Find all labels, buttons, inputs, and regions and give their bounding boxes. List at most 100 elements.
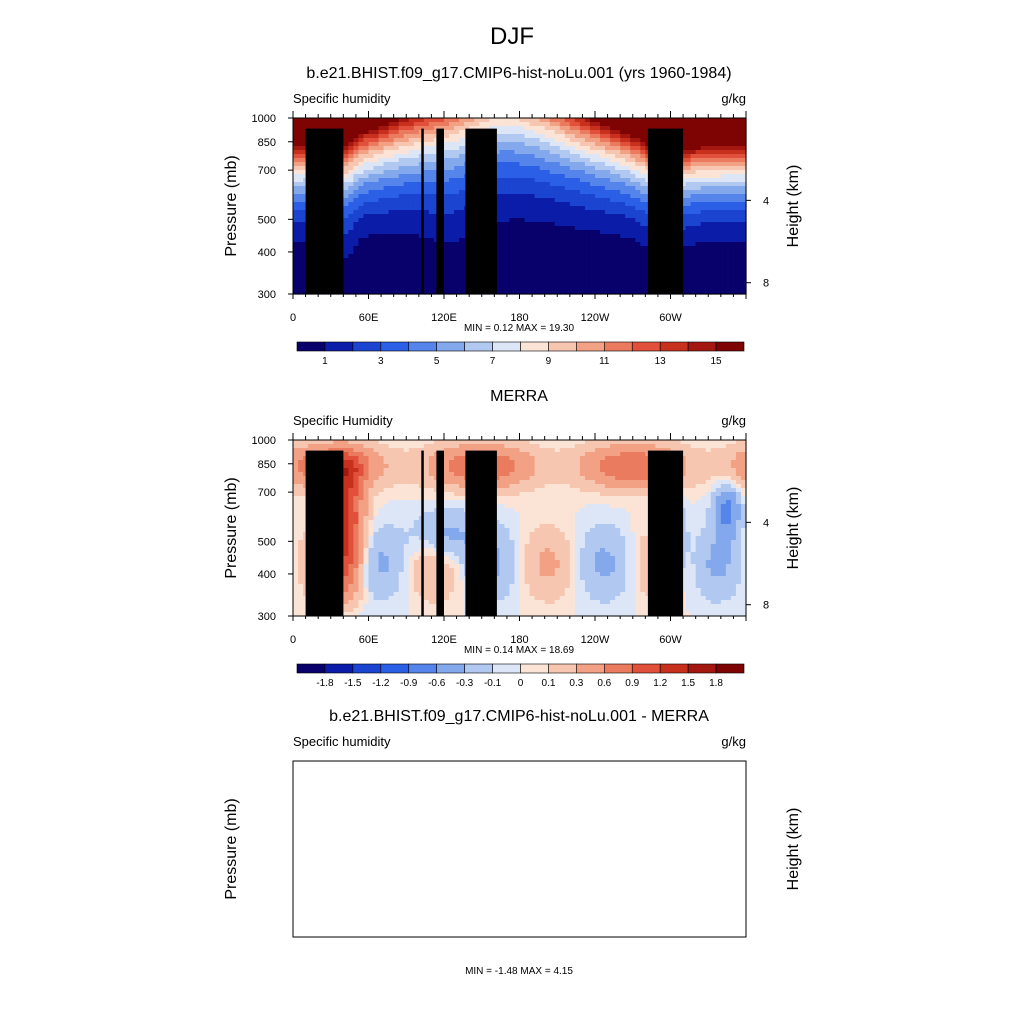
field-cell [363,472,370,477]
field-cell [408,214,415,219]
field-cell [620,198,626,203]
field-cell [569,122,576,127]
field-cell [444,170,450,175]
field-cell [700,142,707,147]
field-cell [449,178,455,183]
field-cell [348,218,354,223]
field-cell [620,238,626,243]
field-cell [514,122,521,127]
field-cell [549,258,556,263]
field-cell [459,238,465,243]
field-cell [494,468,500,473]
field-cell [564,138,571,143]
field-cell [725,246,732,251]
field-cell [615,226,621,231]
field-cell [610,134,616,139]
field-cell [564,230,571,235]
field-cell [504,158,511,163]
field-cell [368,254,375,259]
field-cell [640,118,646,123]
field-cell [519,130,526,135]
field-cell [574,460,581,465]
field-cell [383,242,390,247]
field-cell [353,130,360,135]
field-cell [504,226,511,231]
field-cell [388,134,395,139]
field-cell [595,456,601,461]
field-cell [454,178,460,183]
terrain-mask [421,128,424,294]
field-cell [635,214,641,219]
field-cell [358,178,365,183]
field-cell [700,118,707,123]
field-cell [589,134,596,139]
field-cell [695,146,702,151]
field-cell [534,460,541,465]
field-cell [564,460,571,465]
field-cell [464,448,470,453]
field-cell [635,174,641,179]
field-cell [494,170,500,175]
field-cell [514,234,521,239]
field-cell [544,190,551,195]
colorbar-box [380,341,410,352]
field-cell [363,186,370,191]
field-cell [423,472,430,477]
field-cell [635,118,641,123]
field-cell [383,476,390,481]
field-cell [579,456,586,461]
field-cell [595,444,601,449]
field-cell [398,452,405,457]
field-cell [584,468,591,473]
field-cell [534,258,541,263]
field-cell [504,182,511,187]
field-cell [700,230,707,235]
field-cell [559,266,566,271]
field-cell [725,286,732,291]
field-cell [539,126,546,131]
field-cell [413,274,420,279]
field-cell [358,202,365,207]
field-cell [308,118,314,123]
field-cell [700,262,707,267]
field-cell [730,146,737,151]
field-cell [615,270,621,275]
field-cell [589,158,596,163]
field-cell [383,234,390,239]
field-cell [640,452,646,457]
field-cell [544,138,551,143]
field-cell [705,190,712,195]
field-cell [544,210,551,215]
field-cell [459,170,465,175]
field-cell [529,142,536,147]
field-cell [620,186,626,191]
field-cell [298,214,304,219]
y-right-tick-label: 8 [763,278,769,290]
field-cell [740,158,747,163]
field-cell [524,202,531,207]
field-cell [730,198,737,203]
field-cell [544,226,551,231]
field-cell [363,448,370,453]
field-cell [610,170,616,175]
field-cell [348,476,354,481]
field-cell [600,154,606,159]
field-cell [685,286,692,291]
field-cell [368,258,375,263]
field-cell [680,170,687,175]
field-cell [368,186,375,191]
field-cell [388,118,395,123]
field-cell [358,440,365,445]
field-cell [514,170,521,175]
field-cell [298,238,304,243]
field-cell [715,186,722,191]
field-cell [413,448,420,453]
field-cell [705,270,712,275]
field-cell [559,258,566,263]
field-cell [554,472,561,477]
field-cell [710,198,717,203]
field-cell [640,290,646,295]
field-cell [695,282,702,287]
field-cell [685,186,692,191]
field-cell [579,278,586,283]
